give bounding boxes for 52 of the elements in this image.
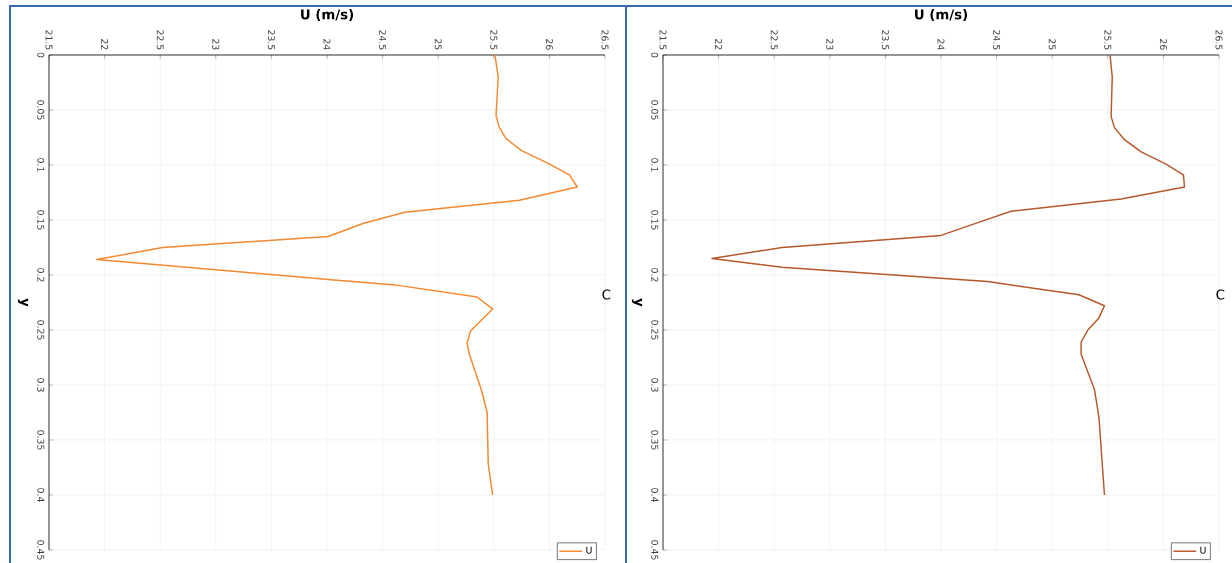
y-tick-label: 0.05: [651, 100, 659, 120]
line-series: [711, 55, 1186, 496]
y-tick-label: 0.35: [37, 430, 45, 450]
y-tick-label: 0.25: [37, 320, 45, 340]
x-tick-label: 21.5: [45, 30, 53, 50]
y-tick-label: 0.4: [37, 488, 45, 502]
x-tick-label: 22: [101, 39, 109, 50]
text: C: [1216, 289, 1225, 300]
x-tick-label: 24.5: [379, 30, 387, 50]
legend-label: U: [1200, 546, 1206, 554]
y-tick-label: 0.3: [37, 378, 45, 392]
y-tick-label: 0.35: [651, 430, 659, 450]
x-tick-label: 24: [323, 39, 331, 50]
y-tick-label: 0.4: [651, 488, 659, 502]
x-tick-label: 23: [212, 39, 220, 50]
x-tick-label: 23: [826, 39, 834, 50]
x-tick-label: 26: [545, 39, 553, 50]
y-tick-label: 0.25: [651, 320, 659, 340]
y-tick-label: 0.45: [37, 540, 45, 560]
x-tick-label: 26.5: [601, 30, 609, 50]
y-tick-label: 0.2: [37, 268, 45, 282]
y-axis-title: y: [17, 298, 29, 307]
x-axis-title: U (m/s): [915, 9, 968, 21]
y-tick-label: 0.15: [651, 210, 659, 230]
x-tick-label: 22: [715, 39, 723, 50]
x-tick-label: 26: [1159, 39, 1167, 50]
y-tick-label: 0.3: [651, 378, 659, 392]
y-tick-label: 0.1: [651, 158, 659, 172]
y-tick-label: 0.1: [37, 158, 45, 172]
text: C: [602, 289, 611, 300]
y-tick-label: 0.2: [651, 268, 659, 282]
legend-label: U: [586, 546, 592, 554]
x-tick-label: 22.5: [156, 30, 164, 50]
x-tick-label: 25.5: [490, 30, 498, 50]
x-tick-label: 26.5: [1215, 30, 1223, 50]
x-tick-label: 25.5: [1104, 30, 1112, 50]
line-series: [96, 55, 578, 496]
x-tick-label: 21.5: [659, 30, 667, 50]
x-tick-label: 24: [937, 39, 945, 50]
x-tick-label: 25: [434, 39, 442, 50]
x-tick-label: 23.5: [881, 30, 889, 50]
x-axis-title: U (m/s): [301, 9, 354, 21]
y-axis-title: y: [631, 298, 643, 307]
x-tick-label: 22.5: [770, 30, 778, 50]
y-tick-label: 0.05: [37, 100, 45, 120]
y-tick-label: 0.45: [651, 540, 659, 560]
y-tick-label: 0.15: [37, 210, 45, 230]
x-tick-label: 25: [1048, 39, 1056, 50]
x-tick-label: 23.5: [267, 30, 275, 50]
x-tick-label: 24.5: [993, 30, 1001, 50]
y-tick-label: 0: [37, 52, 45, 58]
y-tick-label: 0: [651, 52, 659, 58]
